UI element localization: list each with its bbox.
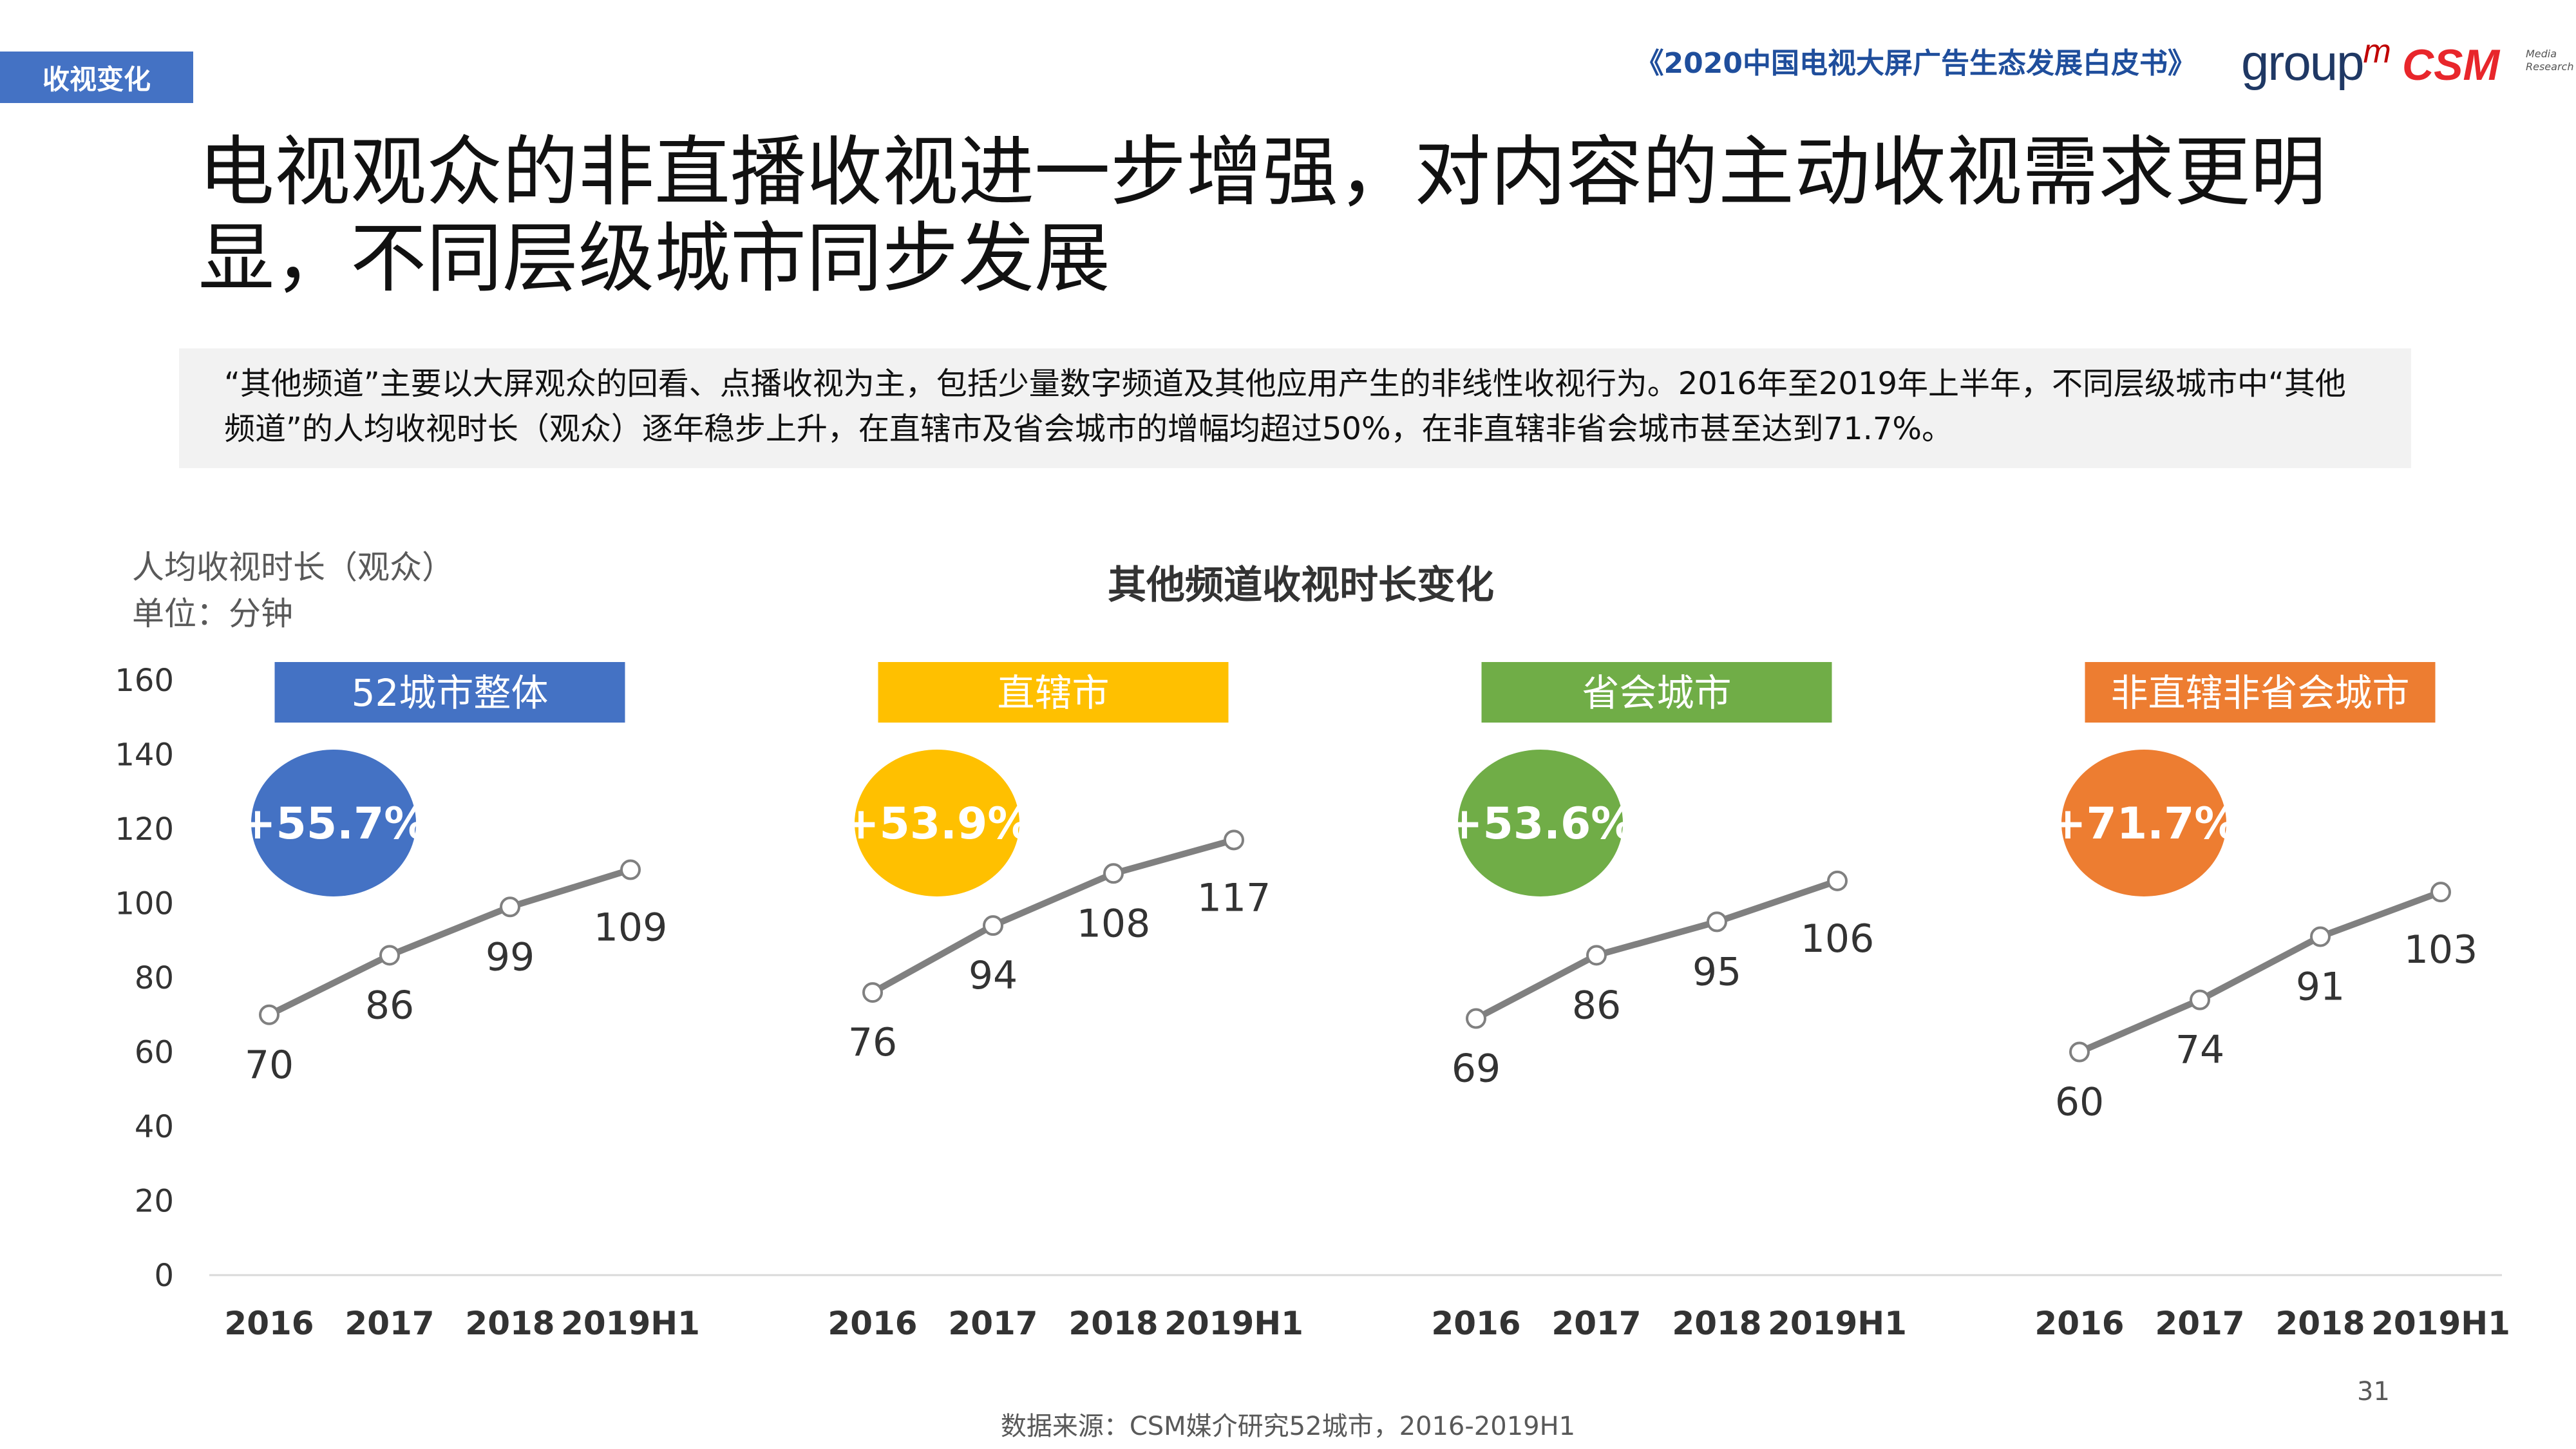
growth-badge (855, 750, 1019, 896)
y-tick-label: 60 (135, 1035, 174, 1071)
data-point (2430, 882, 2451, 903)
data-label: 86 (1572, 983, 1621, 1028)
chart-title: 其他频道收视时长变化 (1108, 563, 1494, 608)
data-label: 108 (1077, 901, 1151, 946)
series-header-box (2085, 662, 2436, 723)
data-source: 数据来源：CSM媒介研究52城市，2016-2019H1 (1000, 1412, 1576, 1441)
series-name: 非直辖非省会城市 (2110, 671, 2409, 715)
series-line (2078, 889, 2442, 1056)
data-label: 106 (1801, 916, 1875, 961)
y-tick-label: 40 (135, 1109, 174, 1145)
growth-badge (2061, 750, 2226, 896)
data-label: 69 (1452, 1046, 1501, 1092)
y-tick-label: 0 (154, 1258, 174, 1294)
report-title: 《2020中国电视大屏广告生态发展白皮书》 (1635, 47, 2196, 80)
csm-logo: CSM (2402, 41, 2500, 90)
data-label: 103 (2404, 927, 2478, 972)
unit-label: 人均收视时长（观众） 单位：分钟 (132, 544, 454, 637)
y-tick-label: 140 (115, 737, 174, 773)
series-name: 省会城市 (1582, 671, 1731, 715)
series-line (1474, 878, 1839, 1021)
growth-label: +71.7% (2050, 799, 2239, 849)
series-header-box (1481, 662, 1832, 723)
csm-logo-subtitle: Media Research (2526, 48, 2574, 73)
x-tick-label: 2016 (224, 1305, 314, 1342)
x-tick-label: 2016 (1431, 1305, 1520, 1342)
data-point (1707, 911, 1727, 933)
data-point (620, 859, 641, 880)
data-label: 99 (486, 934, 535, 980)
x-tick-label: 2019H1 (1768, 1305, 1907, 1342)
y-tick-label: 120 (115, 811, 174, 848)
growth-badge (251, 750, 416, 896)
data-point (983, 915, 1003, 936)
data-label: 117 (1197, 875, 1271, 920)
data-label: 86 (365, 983, 414, 1028)
x-tick-label: 2017 (948, 1305, 1037, 1342)
y-axis-title: 人均收视时长（观众） (132, 549, 454, 586)
x-tick-label: 2017 (1551, 1305, 1641, 1342)
series-name: 52城市整体 (352, 671, 549, 715)
data-label: 94 (969, 953, 1018, 998)
data-point (1827, 870, 1848, 891)
data-point (862, 982, 883, 1003)
groupm-logo: groupm (2241, 33, 2391, 91)
growth-label: +53.9% (843, 799, 1032, 849)
data-point (1586, 945, 1607, 966)
series-line (267, 866, 632, 1018)
x-tick-label: 2019H1 (561, 1305, 700, 1342)
data-point (1466, 1008, 1486, 1029)
data-point (259, 1004, 279, 1025)
data-label: 95 (1692, 949, 1741, 994)
x-tick-label: 2019H1 (1164, 1305, 1303, 1342)
data-point (2190, 989, 2210, 1010)
y-tick-label: 20 (135, 1184, 174, 1220)
x-tick-label: 2017 (2155, 1305, 2244, 1342)
note-box: “其他频道”主要以大屏观众的回看、点播收视为主，包括少量数字频道及其他应用产生的… (179, 348, 2411, 468)
series-header-box (274, 662, 625, 723)
growth-badge (1458, 750, 1623, 896)
x-tick-label: 2018 (1068, 1305, 1158, 1342)
page-number: 31 (2357, 1377, 2390, 1406)
x-tick-label: 2017 (345, 1305, 434, 1342)
data-label: 91 (2296, 964, 2345, 1009)
series-line (871, 837, 1235, 996)
y-tick-label: 160 (115, 663, 174, 699)
data-label: 70 (245, 1043, 294, 1088)
data-point (1224, 829, 1244, 851)
y-axis-unit: 单位：分钟 (132, 595, 293, 632)
section-tag: 收视变化 (0, 52, 193, 103)
data-label: 76 (848, 1020, 897, 1065)
x-tick-label: 2018 (2275, 1305, 2365, 1342)
x-tick-label: 2018 (465, 1305, 554, 1342)
data-label: 74 (2175, 1028, 2224, 1073)
data-label: 109 (594, 905, 668, 951)
data-point (1103, 863, 1124, 884)
x-tick-label: 2018 (1672, 1305, 1761, 1342)
y-tick-label: 80 (135, 960, 174, 996)
x-tick-label: 2016 (2034, 1305, 2124, 1342)
data-point (2069, 1041, 2090, 1063)
data-point (500, 896, 520, 918)
series-name: 直辖市 (997, 671, 1109, 715)
data-point (2310, 926, 2331, 947)
growth-label: +53.6% (1446, 799, 1635, 849)
x-tick-label: 2016 (828, 1305, 917, 1342)
growth-label: +55.7% (240, 799, 428, 849)
page-headline: 电视观众的非直播收视进一步增强，对内容的主动收视需求更明显，不同层级城市同步发展 (198, 128, 2327, 303)
data-point (379, 945, 400, 966)
x-tick-label: 2019H1 (2371, 1305, 2510, 1342)
series-header-box (878, 662, 1229, 723)
y-tick-label: 100 (115, 886, 174, 922)
data-label: 60 (2055, 1080, 2104, 1125)
